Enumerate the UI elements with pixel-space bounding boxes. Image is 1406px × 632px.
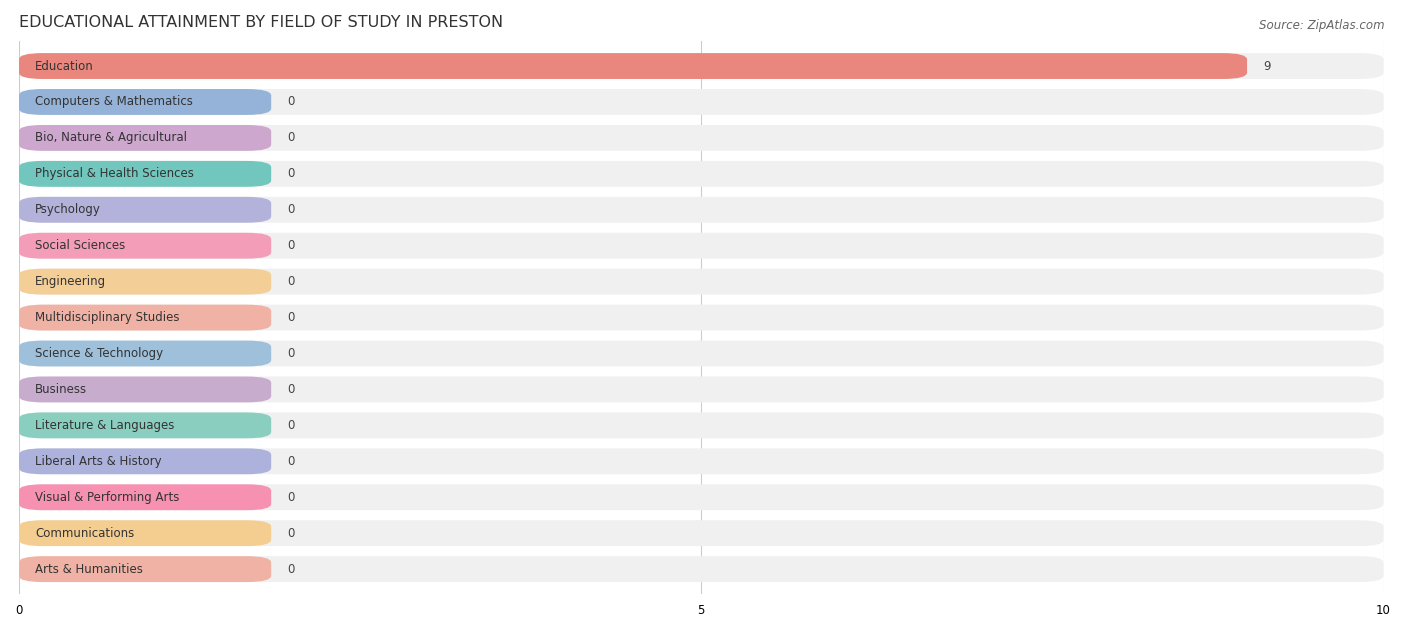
FancyBboxPatch shape: [18, 413, 271, 439]
Text: Education: Education: [35, 59, 94, 73]
Text: 0: 0: [288, 275, 295, 288]
Text: 0: 0: [288, 131, 295, 144]
Text: 0: 0: [288, 240, 295, 252]
Text: 0: 0: [288, 311, 295, 324]
Text: 0: 0: [288, 95, 295, 109]
FancyBboxPatch shape: [18, 341, 271, 367]
Text: Literature & Languages: Literature & Languages: [35, 419, 174, 432]
FancyBboxPatch shape: [18, 161, 271, 187]
Text: 0: 0: [288, 383, 295, 396]
FancyBboxPatch shape: [18, 89, 271, 115]
FancyBboxPatch shape: [18, 556, 271, 582]
Text: Visual & Performing Arts: Visual & Performing Arts: [35, 491, 180, 504]
Text: Engineering: Engineering: [35, 275, 107, 288]
FancyBboxPatch shape: [18, 269, 271, 295]
FancyBboxPatch shape: [18, 413, 1384, 439]
FancyBboxPatch shape: [18, 484, 271, 510]
Text: Liberal Arts & History: Liberal Arts & History: [35, 455, 162, 468]
Text: Communications: Communications: [35, 526, 135, 540]
FancyBboxPatch shape: [18, 341, 1384, 367]
Text: 0: 0: [288, 419, 295, 432]
Text: Computers & Mathematics: Computers & Mathematics: [35, 95, 193, 109]
FancyBboxPatch shape: [18, 269, 1384, 295]
FancyBboxPatch shape: [18, 197, 271, 222]
Text: Source: ZipAtlas.com: Source: ZipAtlas.com: [1260, 19, 1385, 32]
Text: Multidisciplinary Studies: Multidisciplinary Studies: [35, 311, 180, 324]
Text: 0: 0: [288, 204, 295, 216]
Text: 0: 0: [288, 347, 295, 360]
FancyBboxPatch shape: [18, 233, 1384, 258]
FancyBboxPatch shape: [18, 197, 1384, 222]
FancyBboxPatch shape: [18, 161, 1384, 187]
FancyBboxPatch shape: [18, 233, 271, 258]
FancyBboxPatch shape: [18, 556, 1384, 582]
FancyBboxPatch shape: [18, 53, 1247, 79]
Text: Psychology: Psychology: [35, 204, 101, 216]
FancyBboxPatch shape: [18, 377, 1384, 403]
Text: Social Sciences: Social Sciences: [35, 240, 125, 252]
Text: 0: 0: [288, 167, 295, 180]
FancyBboxPatch shape: [18, 484, 1384, 510]
FancyBboxPatch shape: [18, 520, 271, 546]
Text: Bio, Nature & Agricultural: Bio, Nature & Agricultural: [35, 131, 187, 144]
Text: EDUCATIONAL ATTAINMENT BY FIELD OF STUDY IN PRESTON: EDUCATIONAL ATTAINMENT BY FIELD OF STUDY…: [18, 15, 503, 30]
FancyBboxPatch shape: [18, 520, 1384, 546]
Text: 9: 9: [1264, 59, 1271, 73]
FancyBboxPatch shape: [18, 448, 1384, 474]
FancyBboxPatch shape: [18, 125, 1384, 151]
Text: 0: 0: [288, 526, 295, 540]
Text: Business: Business: [35, 383, 87, 396]
FancyBboxPatch shape: [18, 305, 1384, 331]
FancyBboxPatch shape: [18, 448, 271, 474]
FancyBboxPatch shape: [18, 125, 271, 151]
Text: Physical & Health Sciences: Physical & Health Sciences: [35, 167, 194, 180]
FancyBboxPatch shape: [18, 305, 271, 331]
Text: 0: 0: [288, 455, 295, 468]
FancyBboxPatch shape: [18, 89, 1384, 115]
FancyBboxPatch shape: [18, 53, 1384, 79]
Text: 0: 0: [288, 562, 295, 576]
FancyBboxPatch shape: [18, 377, 271, 403]
Text: Arts & Humanities: Arts & Humanities: [35, 562, 143, 576]
Text: 0: 0: [288, 491, 295, 504]
Text: Science & Technology: Science & Technology: [35, 347, 163, 360]
